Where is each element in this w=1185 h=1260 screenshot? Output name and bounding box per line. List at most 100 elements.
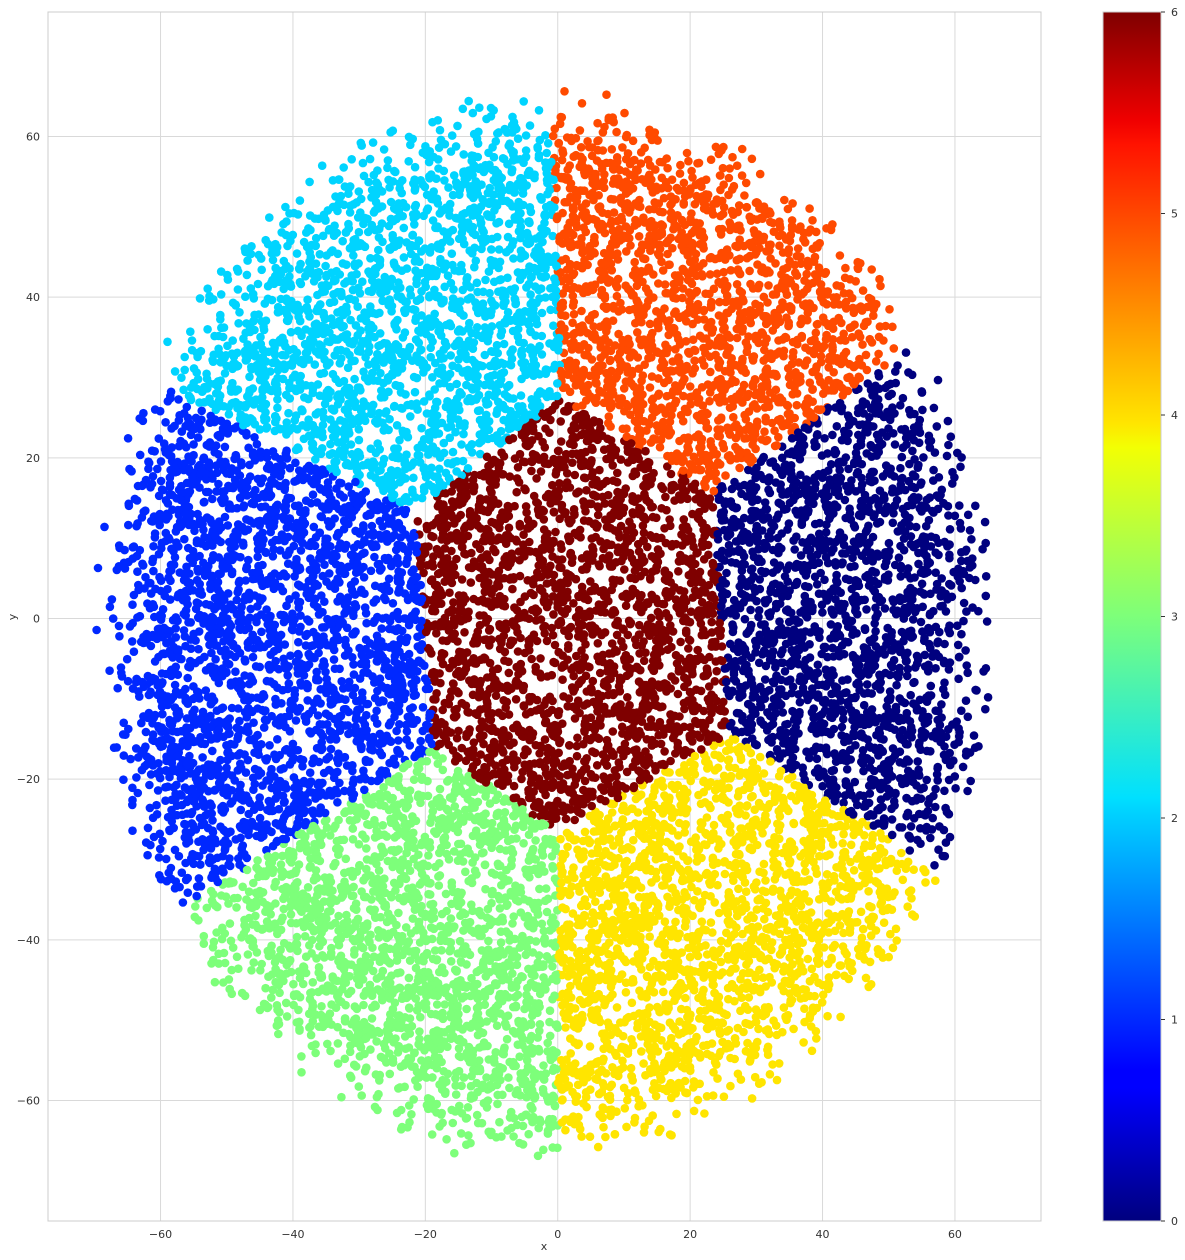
scatter-point: [504, 1073, 513, 1082]
scatter-point: [286, 910, 296, 919]
scatter-point: [780, 667, 790, 676]
scatter-point: [377, 624, 387, 633]
scatter-point: [498, 1064, 508, 1073]
scatter-point: [216, 290, 226, 299]
scatter-point: [197, 406, 206, 416]
scatter-point: [573, 733, 582, 743]
scatter-point: [440, 544, 450, 553]
scatter-point: [734, 884, 743, 894]
scatter-point: [502, 1034, 512, 1044]
scatter-point: [771, 259, 780, 268]
scatter-point: [726, 1081, 735, 1091]
scatter-point: [824, 466, 833, 476]
scatter-point: [255, 1005, 265, 1015]
scatter-point: [576, 143, 586, 152]
scatter-point: [719, 1092, 729, 1101]
scatter-point: [434, 164, 443, 173]
scatter-point: [944, 511, 953, 520]
scatter-point: [519, 97, 528, 106]
scatter-point: [543, 139, 553, 148]
scatter-point: [846, 840, 856, 850]
scatter-point: [444, 183, 453, 192]
scatter-point: [561, 1023, 570, 1032]
scatter-point: [495, 1117, 504, 1127]
scatter-point: [410, 162, 420, 172]
scatter-point: [550, 124, 560, 134]
scatter-point: [194, 644, 203, 654]
scatter-point: [392, 822, 401, 832]
scatter-point: [613, 468, 622, 478]
scatter-point: [871, 627, 880, 636]
scatter-point: [917, 579, 927, 589]
scatter-point: [446, 351, 456, 360]
scatter-point: [186, 327, 195, 337]
scatter-point: [922, 775, 931, 785]
scatter-point: [681, 993, 690, 1003]
scatter-point: [516, 391, 526, 400]
scatter-point: [311, 233, 321, 243]
scatter-point: [437, 1108, 447, 1118]
scatter-point: [979, 667, 988, 676]
scatter-point: [155, 572, 164, 582]
scatter-point: [545, 1006, 555, 1015]
scatter-point: [556, 437, 566, 446]
scatter-point: [940, 786, 949, 796]
scatter-point: [265, 213, 274, 222]
scatter-point: [551, 527, 560, 537]
scatter-point: [348, 835, 358, 844]
scatter-point: [161, 854, 171, 864]
scatter-point: [604, 901, 613, 911]
scatter-point: [758, 454, 768, 463]
scatter-point: [707, 617, 716, 627]
scatter-point: [775, 886, 785, 896]
scatter-point: [837, 722, 847, 732]
scatter-point: [179, 626, 189, 635]
scatter-point: [888, 322, 897, 332]
scatter-point: [443, 271, 453, 281]
scatter-point: [626, 1063, 636, 1073]
scatter-point: [686, 400, 695, 409]
scatter-point: [145, 780, 154, 790]
scatter-point: [903, 902, 912, 911]
scatter-point: [662, 505, 671, 515]
scatter-point: [399, 253, 409, 262]
scatter-point: [775, 929, 785, 939]
scatter-point: [321, 261, 330, 271]
scatter-point: [604, 949, 613, 959]
scatter-point: [368, 138, 378, 147]
scatter-point: [831, 970, 841, 980]
scatter-point: [158, 836, 167, 846]
scatter-point: [128, 600, 137, 609]
scatter-point: [440, 176, 449, 185]
scatter-point: [735, 463, 744, 473]
scatter-point: [329, 655, 339, 664]
scatter-point: [570, 1091, 580, 1101]
scatter-point: [445, 663, 454, 673]
scatter-point: [817, 998, 827, 1007]
scatter-point: [765, 1070, 775, 1079]
scatter-point: [760, 675, 770, 684]
scatter-point: [187, 345, 197, 355]
scatter-point: [463, 464, 473, 473]
scatter-point: [787, 772, 797, 781]
scatter-point: [911, 663, 920, 672]
scatter-point: [962, 607, 971, 616]
scatter-point: [303, 883, 313, 892]
scatter-point: [898, 393, 908, 403]
scatter-point: [858, 924, 868, 934]
scatter-point: [951, 784, 960, 793]
scatter-point: [770, 875, 780, 884]
scatter-point: [693, 887, 702, 896]
scatter-point: [958, 762, 968, 772]
scatter-point: [490, 870, 500, 879]
scatter-point: [716, 945, 726, 954]
scatter-point: [630, 257, 639, 267]
scatter-point: [235, 308, 244, 317]
scatter-point: [495, 844, 505, 854]
scatter-point: [760, 914, 769, 924]
scatter-point: [341, 1000, 350, 1010]
scatter-point: [92, 625, 101, 635]
scatter-point: [458, 456, 468, 466]
scatter-point: [294, 637, 303, 647]
scatter-point: [568, 433, 577, 442]
